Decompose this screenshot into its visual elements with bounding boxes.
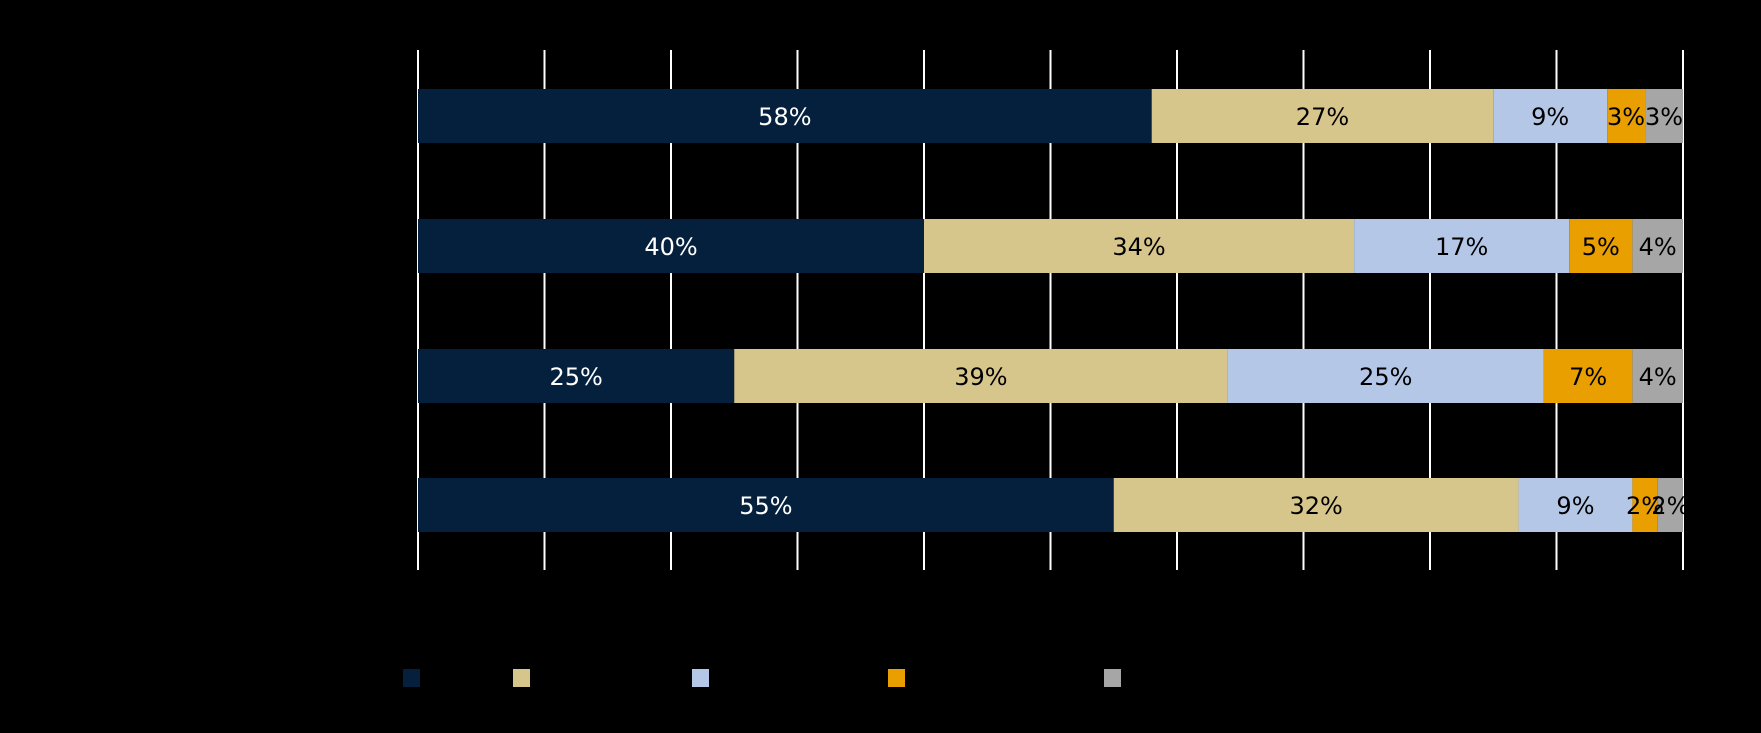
bar-segment — [418, 478, 1114, 532]
legend-swatch — [692, 669, 709, 687]
bar-segment — [1632, 219, 1683, 273]
bar-segment — [924, 219, 1355, 273]
data-label: 39% — [954, 363, 1007, 391]
data-label: 17% — [1435, 233, 1488, 261]
data-label: 3% — [1607, 103, 1645, 131]
data-label: 40% — [644, 233, 697, 261]
data-label: 27% — [1296, 103, 1349, 131]
bars — [418, 89, 1683, 532]
bar-segment — [1657, 478, 1683, 532]
bar-segment — [1543, 349, 1633, 403]
data-label: 7% — [1569, 363, 1607, 391]
bar-segment — [1354, 219, 1570, 273]
bar-segment — [1632, 349, 1683, 403]
legend-swatch — [403, 669, 420, 687]
data-label: 58% — [758, 103, 811, 131]
data-label: 3% — [1645, 103, 1683, 131]
data-label: 25% — [1359, 363, 1412, 391]
legend — [403, 669, 1121, 687]
data-label: 25% — [549, 363, 602, 391]
bar-segment — [1632, 478, 1658, 532]
data-label: 34% — [1112, 233, 1165, 261]
bar-segment — [1113, 478, 1519, 532]
bar-segment — [1151, 89, 1494, 143]
bar-segment — [1493, 89, 1608, 143]
bar-segment — [1607, 89, 1646, 143]
bar-segment — [418, 89, 1152, 143]
bar-segment — [418, 349, 735, 403]
data-label: 4% — [1639, 363, 1677, 391]
data-label: 9% — [1556, 492, 1594, 520]
data-label: 4% — [1639, 233, 1677, 261]
data-label: 5% — [1582, 233, 1620, 261]
data-label: 2% — [1626, 492, 1664, 520]
legend-swatch — [1104, 669, 1121, 687]
data-label: 2% — [1651, 492, 1689, 520]
data-label: 32% — [1289, 492, 1342, 520]
data-label: 9% — [1531, 103, 1569, 131]
legend-swatch — [513, 669, 530, 687]
legend-swatch — [888, 669, 905, 687]
bar-segment — [734, 349, 1228, 403]
bar-segment — [1518, 478, 1633, 532]
bar-segment — [1227, 349, 1544, 403]
bar-segment — [1645, 89, 1683, 143]
bar-segment — [1569, 219, 1633, 273]
bar-labels: 58% 27% 9% 3% 3% 40% 34% 17% 5% 4% 25% 39% 25% 7% 4% 55… — [549, 103, 1689, 520]
bar-segment — [418, 219, 924, 273]
data-label: 55% — [739, 492, 792, 520]
